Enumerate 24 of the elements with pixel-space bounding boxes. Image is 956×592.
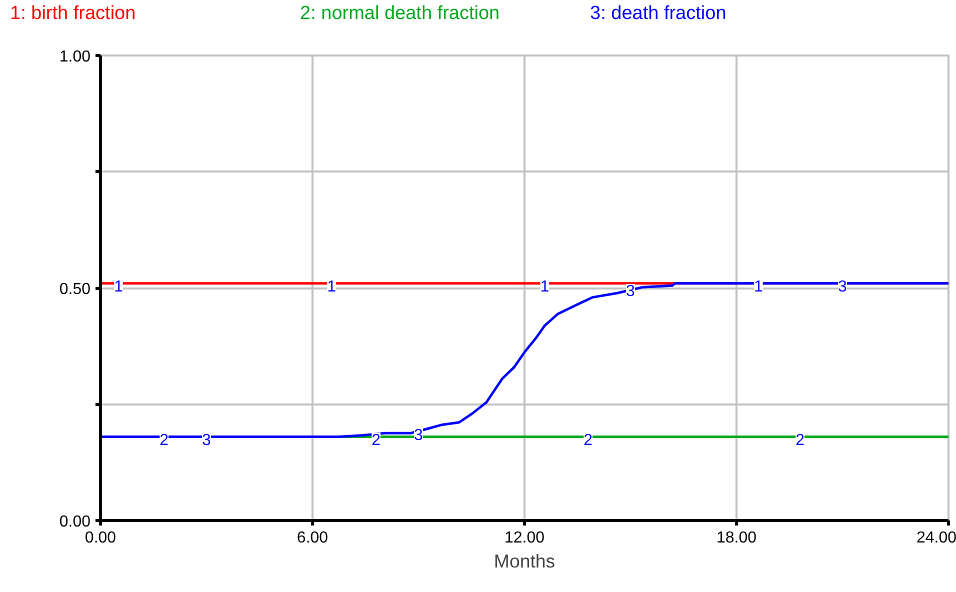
x-tick-label: 0.00 <box>84 530 116 546</box>
annotation: 2 <box>796 432 805 449</box>
annotation: 3 <box>202 432 212 449</box>
text: 3: death fraction <box>590 2 728 26</box>
y-tick-label: 1.00 <box>59 48 91 66</box>
annotation: 1 <box>327 278 336 296</box>
x-tick-label: 18.00 <box>716 530 757 546</box>
annotation: 1 <box>114 278 124 296</box>
text: 2: normal death fraction <box>300 2 501 26</box>
annotation: 2 <box>372 432 381 449</box>
annotation: 3 <box>838 278 848 296</box>
annotation: 1 <box>540 278 550 296</box>
y-tick-label: 0.00 <box>59 514 91 530</box>
x-tick-label: 12.00 <box>504 530 545 546</box>
y-tick-label: 0.50 <box>59 281 91 298</box>
annotation: 2 <box>160 432 169 449</box>
x-axis-title: Months <box>494 550 556 572</box>
x-tick-label: 6.00 <box>296 530 328 546</box>
annotation: 1 <box>754 278 763 296</box>
annotation: 3 <box>414 427 424 444</box>
text: 1: birth fraction <box>10 2 137 26</box>
x-tick-label: 24.00 <box>916 530 956 546</box>
annotation: 2 <box>584 432 593 449</box>
annotation: 3 <box>626 283 636 300</box>
